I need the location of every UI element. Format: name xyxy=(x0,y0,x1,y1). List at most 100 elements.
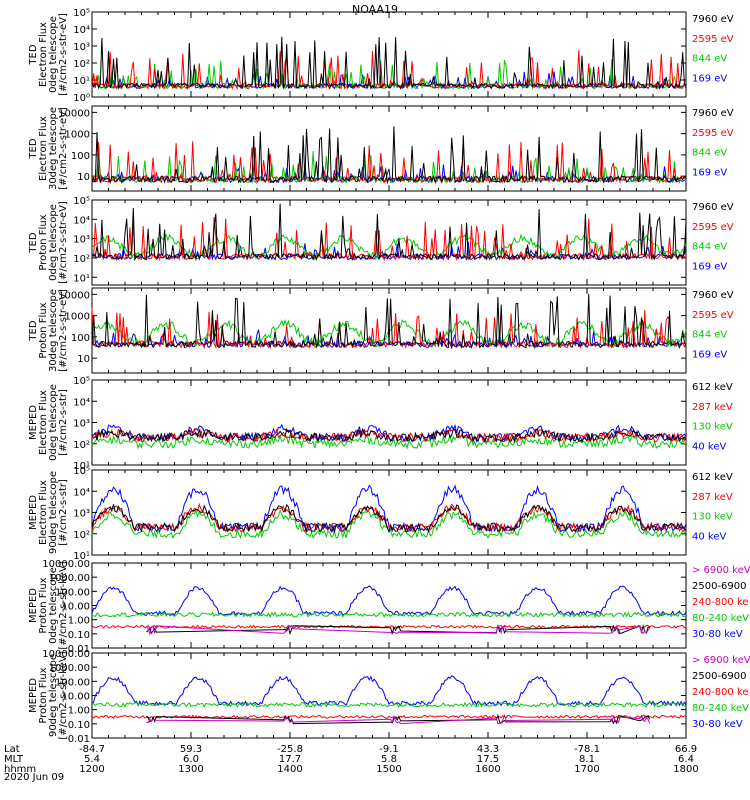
footer-row-label: MLT xyxy=(4,754,24,765)
footer-value: 1500 xyxy=(376,764,401,775)
y-axis-label-line: Proton Flux xyxy=(38,667,49,723)
date-label: 2020 Jun 09 xyxy=(4,772,64,783)
legend-entry: 2595 eV xyxy=(692,310,734,321)
y-axis-label-line: 30deg telescope xyxy=(48,107,59,190)
y-axis-label-line: 0deg telescope xyxy=(48,204,59,281)
legend-entry: 844 eV xyxy=(692,54,727,65)
legend-entry: 7960 eV xyxy=(692,202,734,213)
footer-rows: Lat -84.7 59.3 -25.8 -9.1 43.3 -78.1 66.9 MLT 5.4… xyxy=(4,744,699,775)
footer-value: 59.3 xyxy=(180,744,202,755)
footer-value: 1400 xyxy=(277,764,302,775)
legend-entry: 2500-6900 xyxy=(692,581,747,592)
y-tick-label: 10⁴ xyxy=(73,25,90,36)
series-line xyxy=(91,502,687,533)
y-axis-label-line: 0deg telescope xyxy=(48,16,59,93)
series-group xyxy=(91,585,687,636)
legend-entry: 7960 eV xyxy=(692,14,734,25)
y-axis-label-line: [#/cm2-s-str-eV] xyxy=(58,13,69,96)
y-tick-label: 10¹ xyxy=(73,76,90,87)
y-tick-label: 1.00 xyxy=(68,616,90,627)
chart-title: NOAA19 xyxy=(352,3,398,16)
series-line xyxy=(91,203,687,261)
y-tick-label: 10⁴ xyxy=(73,215,90,226)
series-line xyxy=(146,713,651,725)
legend-entry: 844 eV xyxy=(692,330,727,341)
y-axis-label-line: Proton Flux xyxy=(38,214,49,270)
footer-value: 5.8 xyxy=(381,754,397,765)
y-tick-label: 10 xyxy=(77,354,90,365)
y-tick-label: 10⁰ xyxy=(73,93,90,104)
series-group xyxy=(91,126,687,185)
y-axis-label-line: [#/cm2-s-str-keV] xyxy=(58,651,69,739)
series-group xyxy=(91,36,687,91)
y-tick-label: 1000.00 xyxy=(49,573,90,584)
legend-entry: 2595 eV xyxy=(692,222,734,233)
footer-value: 6.0 xyxy=(183,754,199,765)
y-tick-label: 10.00 xyxy=(61,692,90,703)
footer-value: -9.1 xyxy=(379,744,399,755)
footer-value: 1300 xyxy=(178,764,203,775)
legend-entry: 130 keV xyxy=(692,512,733,523)
y-tick-label: 100 xyxy=(71,333,90,344)
y-axis-label-line: 90deg telescope xyxy=(48,654,59,737)
footer-value: 43.3 xyxy=(477,744,499,755)
panel-frame xyxy=(91,469,687,556)
y-axis-label-line: MEPED xyxy=(28,678,39,713)
legend-entry: 612 keV xyxy=(692,382,733,393)
y-tick-label: 10⁵ xyxy=(73,8,90,19)
series-line xyxy=(91,427,687,444)
y-tick-label: 1000.00 xyxy=(49,663,90,674)
legend-entry: 30-80 keV xyxy=(692,629,743,640)
footer-value: 1700 xyxy=(574,764,599,775)
series-line xyxy=(91,126,687,185)
series-group xyxy=(91,203,687,262)
y-axis-label-line: TED xyxy=(28,138,39,159)
y-tick-label: 10⁴ xyxy=(73,397,90,408)
y-tick-label: 10¹ xyxy=(73,461,90,472)
legend-entry: 169 eV xyxy=(692,349,727,360)
panel-frame xyxy=(91,562,687,649)
footer-value: 5.4 xyxy=(84,754,100,765)
series-line xyxy=(91,427,687,444)
y-axis-label-line: 0deg telescope xyxy=(48,567,59,644)
series-line xyxy=(91,141,687,185)
footer-value: 8.1 xyxy=(579,754,595,765)
panel-ted-p-30: 10 100 1000 10000 TED Proton Flux 30deg telesc… xyxy=(28,287,734,374)
y-tick-label: 10.00 xyxy=(61,602,90,613)
y-axis-label-line: 90deg telescope xyxy=(48,471,59,554)
legend-entry: 130 keV xyxy=(692,422,733,433)
y-axis-label-line: [#/cm2-s-str] xyxy=(58,389,69,456)
legend-entry: 287 keV xyxy=(692,492,733,503)
legend-entry: 844 eV xyxy=(692,242,727,253)
panel-ted-e-0: 10⁰ 10¹ 10² 10³ 10⁴ 10⁵ TED Electron Flux 0deg t… xyxy=(28,8,734,104)
y-tick-label: 1.00 xyxy=(68,706,90,717)
legend-entry: 2595 eV xyxy=(692,34,734,45)
y-tick-label: 10000 xyxy=(58,108,90,119)
y-axis-label-line: Electron Flux xyxy=(38,480,49,545)
series-group xyxy=(91,675,687,725)
legend-entry: 80-240 keV xyxy=(692,703,749,714)
y-axis-label-line: Electron Flux xyxy=(38,22,49,87)
footer-value: 17.7 xyxy=(279,754,301,765)
footer-value: -84.7 xyxy=(79,744,105,755)
series-line xyxy=(91,509,687,540)
y-tick-label: 10² xyxy=(73,530,90,541)
y-axis-label-line: Proton Flux xyxy=(38,577,49,633)
series-line xyxy=(91,714,687,720)
panel-ted-e-30: 10 100 1000 10000 TED Electron Flux 30deg tele… xyxy=(28,105,734,192)
series-group xyxy=(91,484,687,540)
y-tick-label: 1000 xyxy=(65,312,90,323)
series-line xyxy=(91,701,687,708)
y-tick-label: 10³ xyxy=(73,42,90,53)
legend-entry: 844 eV xyxy=(692,148,727,159)
series-line xyxy=(91,585,687,617)
footer-value: -78.1 xyxy=(574,744,600,755)
y-axis-label-line: TED xyxy=(28,232,39,253)
y-tick-label: 0.10 xyxy=(68,720,90,731)
legend-entry: 7960 eV xyxy=(692,108,734,119)
y-tick-label: 10000 xyxy=(58,290,90,301)
series-line xyxy=(91,293,687,350)
y-tick-label: 10³ xyxy=(73,419,90,430)
footer-value: 1800 xyxy=(673,764,698,775)
